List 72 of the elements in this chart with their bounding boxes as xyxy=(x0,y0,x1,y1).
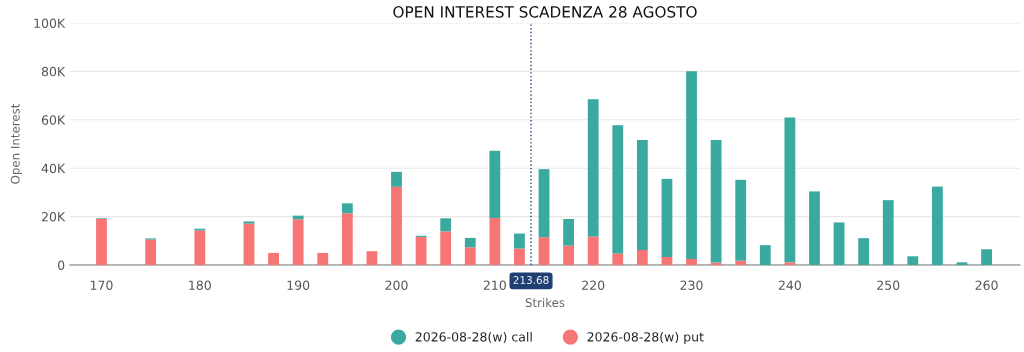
bar xyxy=(587,99,599,237)
x-tick-label: 170 xyxy=(90,280,113,290)
bar xyxy=(784,117,796,263)
x-tick-label: 250 xyxy=(877,280,900,290)
bar xyxy=(931,186,943,265)
bar xyxy=(391,171,402,187)
bar xyxy=(636,250,648,265)
x-axis-title: Strikes xyxy=(525,297,565,308)
bar xyxy=(96,219,107,265)
bar xyxy=(686,71,697,259)
bar xyxy=(292,219,304,265)
y-tick-label: 20K xyxy=(41,212,66,222)
bar xyxy=(464,247,476,265)
bar xyxy=(514,233,525,249)
bar xyxy=(759,245,771,265)
y-tick-label: 0 xyxy=(58,260,65,270)
y-tick-label: 100K xyxy=(34,18,66,28)
bar xyxy=(686,258,697,265)
bar xyxy=(636,139,648,250)
bar xyxy=(858,238,870,265)
bar xyxy=(391,186,402,265)
bar xyxy=(809,191,820,265)
bar xyxy=(341,203,353,214)
bar xyxy=(341,213,353,265)
x-tick-label: 260 xyxy=(975,280,998,290)
bar xyxy=(907,256,919,265)
x-tick-label: 200 xyxy=(385,280,408,290)
bar xyxy=(538,169,550,238)
bar xyxy=(833,222,845,265)
x-tick-label: 240 xyxy=(778,280,801,290)
bar xyxy=(268,252,279,265)
x-tick-label: 190 xyxy=(287,280,310,290)
bar xyxy=(735,260,747,265)
bar xyxy=(145,239,157,265)
y-axis-title: Open Interest xyxy=(10,103,22,184)
y-tick-label: 60K xyxy=(41,115,66,125)
bar xyxy=(612,125,624,254)
bar xyxy=(194,230,206,265)
bar xyxy=(661,178,673,258)
x-tick-label: 210 xyxy=(483,280,506,290)
bar xyxy=(243,223,255,265)
x-tick-label: 230 xyxy=(680,280,703,290)
bar xyxy=(489,150,501,219)
bar xyxy=(514,248,525,265)
y-tick-label: 80K xyxy=(41,66,66,77)
bar xyxy=(440,231,452,265)
ref-line-label: 213.68 xyxy=(513,276,549,284)
bar xyxy=(243,221,255,224)
bar xyxy=(489,218,501,265)
bar xyxy=(784,262,796,265)
bar xyxy=(440,218,452,232)
x-tick-label: 220 xyxy=(582,280,605,290)
y-tick-label: 40K xyxy=(41,163,66,174)
chart-title: OPEN INTEREST SCADENZA 28 AGOSTO xyxy=(393,6,697,18)
x-tick-label: 180 xyxy=(189,280,211,290)
bar xyxy=(981,249,992,265)
bar xyxy=(612,253,624,265)
bar xyxy=(563,245,575,265)
bar xyxy=(735,179,747,261)
bar xyxy=(538,237,550,265)
bar xyxy=(587,236,599,265)
bar xyxy=(563,219,575,246)
bar xyxy=(366,251,378,265)
bar xyxy=(415,236,427,265)
legend-label: 2026-08-28(w) put xyxy=(587,331,704,345)
bar xyxy=(317,252,329,265)
bar xyxy=(956,262,968,265)
bar xyxy=(661,257,673,265)
bar xyxy=(710,139,722,263)
bar xyxy=(464,237,476,248)
bar xyxy=(882,200,894,265)
legend-label: 2026-08-28(w) call xyxy=(415,331,532,344)
